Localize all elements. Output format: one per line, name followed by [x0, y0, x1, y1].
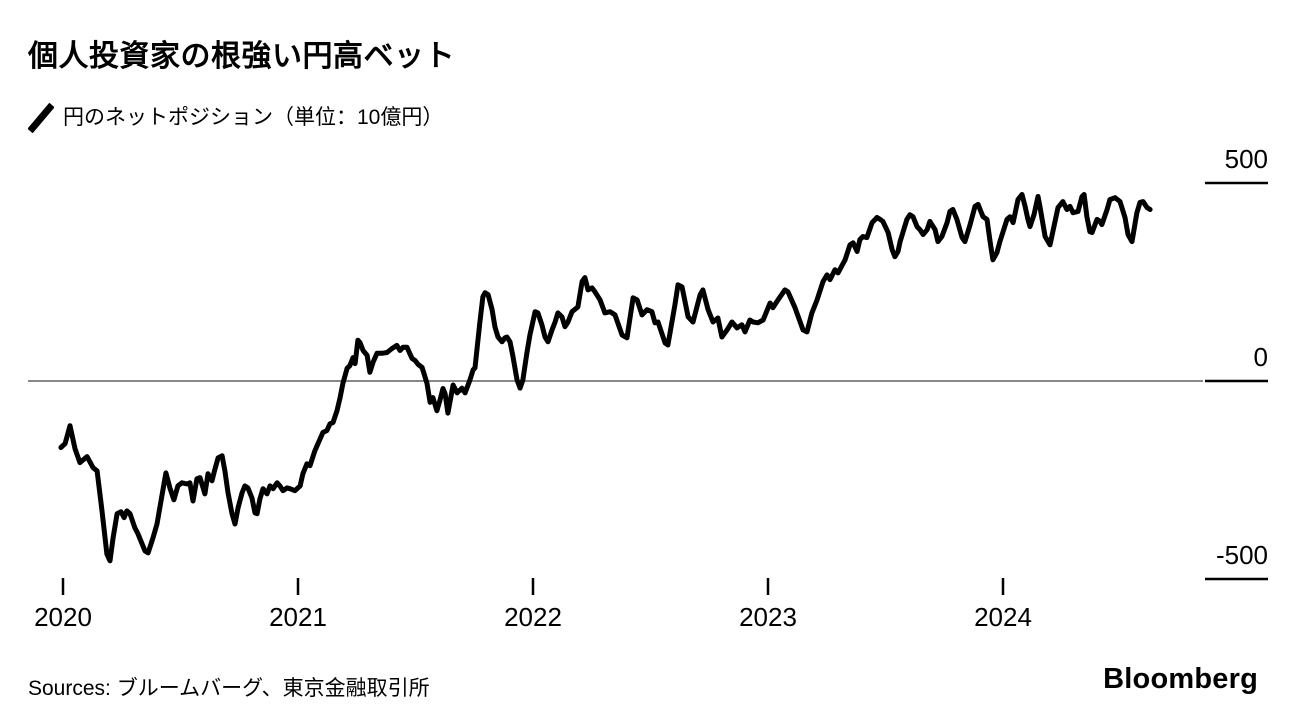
x-axis-label-2024: 2024 — [974, 602, 1032, 632]
line-series-swatch-icon — [28, 103, 54, 133]
x-axis-label-2023: 2023 — [739, 602, 797, 632]
y-axis-label-0: 0 — [1253, 342, 1268, 372]
x-axis-label-2020: 2020 — [34, 602, 92, 632]
bloomberg-logo: Bloomberg — [1103, 663, 1258, 695]
legend: 円のネットポジション（単位：10億円） — [28, 103, 443, 133]
legend-label: 円のネットポジション（単位：10億円） — [63, 106, 444, 130]
y-axis-label--500: -500 — [1215, 540, 1268, 570]
x-axis-label-2021: 2021 — [269, 602, 327, 632]
sources-text: Sources: ブルームバーグ、東京金融取引所 — [28, 677, 430, 700]
net-position-line — [58, 192, 1153, 564]
page-title: 個人投資家の根強い円高ベット — [28, 40, 455, 73]
y-axis-label-500: 500 — [1224, 144, 1268, 174]
x-axis-label-2022: 2022 — [504, 602, 562, 632]
